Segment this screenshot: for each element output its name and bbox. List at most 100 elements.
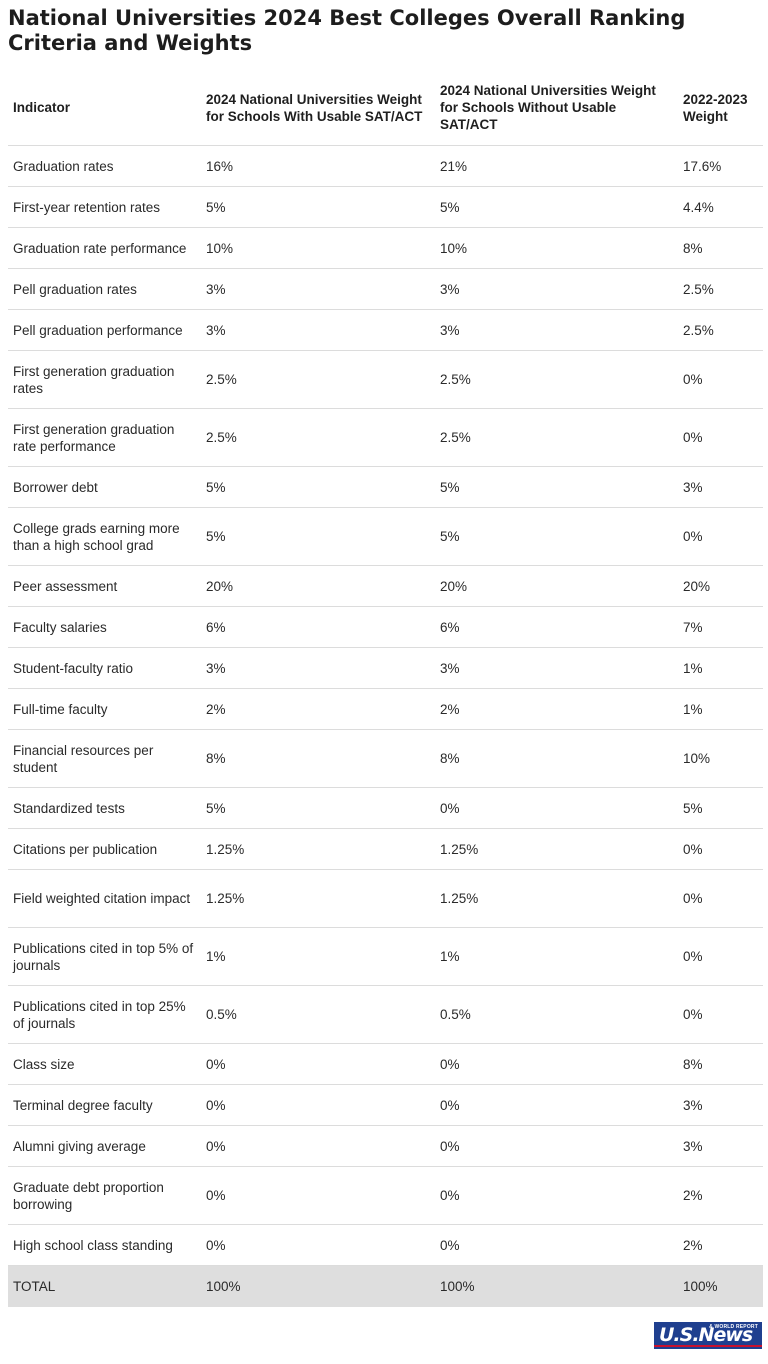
cell-weight-2022-2023: 0% xyxy=(678,869,763,928)
cell-indicator: Terminal degree faculty xyxy=(8,1084,201,1126)
table-row: Pell graduation rates 3% 3% 2.5% xyxy=(8,268,763,310)
table-row: Faculty salaries 6% 6% 7% xyxy=(8,606,763,648)
cell-weight-2022-2023: 5% xyxy=(678,787,763,829)
cell-indicator: Field weighted citation impact xyxy=(8,869,201,928)
cell-weight-with-sat: 10% xyxy=(201,227,435,269)
cell-weight-without-sat: 6% xyxy=(435,606,678,648)
cell-indicator: First generation graduation rates xyxy=(8,350,201,409)
cell-weight-without-sat: 5% xyxy=(435,186,678,228)
cell-indicator: First-year retention rates xyxy=(8,186,201,228)
table-row: College grads earning more than a high s… xyxy=(8,507,763,566)
total-label: TOTAL xyxy=(8,1265,201,1307)
cell-weight-with-sat: 1.25% xyxy=(201,869,435,928)
cell-weight-with-sat: 0% xyxy=(201,1224,435,1266)
cell-weight-with-sat: 3% xyxy=(201,647,435,689)
cell-weight-2022-2023: 3% xyxy=(678,1125,763,1167)
total-weight-without-sat: 100% xyxy=(435,1265,678,1307)
cell-weight-with-sat: 2% xyxy=(201,688,435,730)
ranking-criteria-table: Indicator 2024 National Universities Wei… xyxy=(8,70,763,1307)
table-row: Publications cited in top 5% of journals… xyxy=(8,927,763,986)
cell-weight-2022-2023: 7% xyxy=(678,606,763,648)
cell-weight-2022-2023: 0% xyxy=(678,828,763,870)
table-row: Student-faculty ratio 3% 3% 1% xyxy=(8,647,763,689)
table-row: Graduate debt proportion borrowing 0% 0% 2% xyxy=(8,1166,763,1225)
cell-weight-2022-2023: 0% xyxy=(678,985,763,1044)
table-row: High school class standing 0% 0% 2% xyxy=(8,1224,763,1266)
cell-weight-with-sat: 6% xyxy=(201,606,435,648)
header-indicator: Indicator xyxy=(8,70,201,146)
cell-weight-with-sat: 1% xyxy=(201,927,435,986)
cell-weight-without-sat: 3% xyxy=(435,309,678,351)
cell-weight-with-sat: 16% xyxy=(201,145,435,187)
cell-weight-without-sat: 0% xyxy=(435,1043,678,1085)
header-weight-without-sat: 2024 National Universities Weight for Sc… xyxy=(435,70,678,146)
table-row: Class size 0% 0% 8% xyxy=(8,1043,763,1085)
table-row: First-year retention rates 5% 5% 4.4% xyxy=(8,186,763,228)
total-weight-2022-2023: 100% xyxy=(678,1265,763,1307)
cell-weight-with-sat: 3% xyxy=(201,268,435,310)
cell-indicator: Graduation rate performance xyxy=(8,227,201,269)
logo-accent-rule xyxy=(654,1345,762,1347)
cell-weight-without-sat: 2% xyxy=(435,688,678,730)
table-row: Terminal degree faculty 0% 0% 3% xyxy=(8,1084,763,1126)
cell-weight-without-sat: 10% xyxy=(435,227,678,269)
cell-weight-without-sat: 1.25% xyxy=(435,828,678,870)
table-row: Pell graduation performance 3% 3% 2.5% xyxy=(8,309,763,351)
cell-indicator: Graduate debt proportion borrowing xyxy=(8,1166,201,1225)
table-row: Borrower debt 5% 5% 3% xyxy=(8,466,763,508)
cell-weight-without-sat: 2.5% xyxy=(435,350,678,409)
cell-weight-2022-2023: 1% xyxy=(678,647,763,689)
table-row: Graduation rate performance 10% 10% 8% xyxy=(8,227,763,269)
logo-wordmark: U.S.News xyxy=(659,1324,753,1346)
header-weight-2022-2023: 2022-2023 Weight xyxy=(678,70,763,146)
cell-weight-without-sat: 0% xyxy=(435,1224,678,1266)
cell-weight-with-sat: 0% xyxy=(201,1166,435,1225)
cell-weight-with-sat: 5% xyxy=(201,787,435,829)
usnews-logo: U.S.News & WORLD REPORT xyxy=(654,1322,762,1349)
cell-weight-without-sat: 0.5% xyxy=(435,985,678,1044)
table-row: Financial resources per student 8% 8% 10% xyxy=(8,729,763,788)
cell-indicator: Faculty salaries xyxy=(8,606,201,648)
table-row: Peer assessment 20% 20% 20% xyxy=(8,565,763,607)
cell-weight-with-sat: 20% xyxy=(201,565,435,607)
page-title: National Universities 2024 Best Colleges… xyxy=(8,6,686,55)
cell-weight-2022-2023: 0% xyxy=(678,927,763,986)
cell-weight-with-sat: 5% xyxy=(201,507,435,566)
cell-weight-2022-2023: 17.6% xyxy=(678,145,763,187)
cell-weight-2022-2023: 10% xyxy=(678,729,763,788)
cell-indicator: Financial resources per student xyxy=(8,729,201,788)
cell-weight-with-sat: 0% xyxy=(201,1125,435,1167)
cell-indicator: Standardized tests xyxy=(8,787,201,829)
cell-weight-2022-2023: 0% xyxy=(678,408,763,467)
cell-weight-without-sat: 3% xyxy=(435,268,678,310)
cell-weight-2022-2023: 0% xyxy=(678,507,763,566)
cell-weight-2022-2023: 8% xyxy=(678,1043,763,1085)
cell-weight-2022-2023: 2% xyxy=(678,1224,763,1266)
cell-weight-2022-2023: 20% xyxy=(678,565,763,607)
cell-indicator: Class size xyxy=(8,1043,201,1085)
cell-weight-without-sat: 1% xyxy=(435,927,678,986)
cell-weight-without-sat: 0% xyxy=(435,1125,678,1167)
cell-weight-2022-2023: 2% xyxy=(678,1166,763,1225)
cell-weight-with-sat: 0% xyxy=(201,1084,435,1126)
cell-weight-without-sat: 0% xyxy=(435,1084,678,1126)
cell-weight-without-sat: 20% xyxy=(435,565,678,607)
table-row: First generation graduation rates 2.5% 2.5… xyxy=(8,350,763,409)
table-row: Citations per publication 1.25% 1.25% 0% xyxy=(8,828,763,870)
cell-weight-2022-2023: 0% xyxy=(678,350,763,409)
cell-weight-2022-2023: 2.5% xyxy=(678,309,763,351)
cell-weight-with-sat: 2.5% xyxy=(201,350,435,409)
cell-indicator: College grads earning more than a high s… xyxy=(8,507,201,566)
cell-weight-without-sat: 5% xyxy=(435,507,678,566)
cell-indicator: Student-faculty ratio xyxy=(8,647,201,689)
cell-weight-2022-2023: 1% xyxy=(678,688,763,730)
cell-indicator: Publications cited in top 25% of journal… xyxy=(8,985,201,1044)
table-row: Standardized tests 5% 0% 5% xyxy=(8,787,763,829)
cell-weight-with-sat: 5% xyxy=(201,466,435,508)
cell-indicator: Publications cited in top 5% of journals xyxy=(8,927,201,986)
total-row: TOTAL 100% 100% 100% xyxy=(8,1265,763,1307)
cell-indicator: Graduation rates xyxy=(8,145,201,187)
cell-indicator: Peer assessment xyxy=(8,565,201,607)
cell-weight-without-sat: 5% xyxy=(435,466,678,508)
cell-weight-with-sat: 0% xyxy=(201,1043,435,1085)
